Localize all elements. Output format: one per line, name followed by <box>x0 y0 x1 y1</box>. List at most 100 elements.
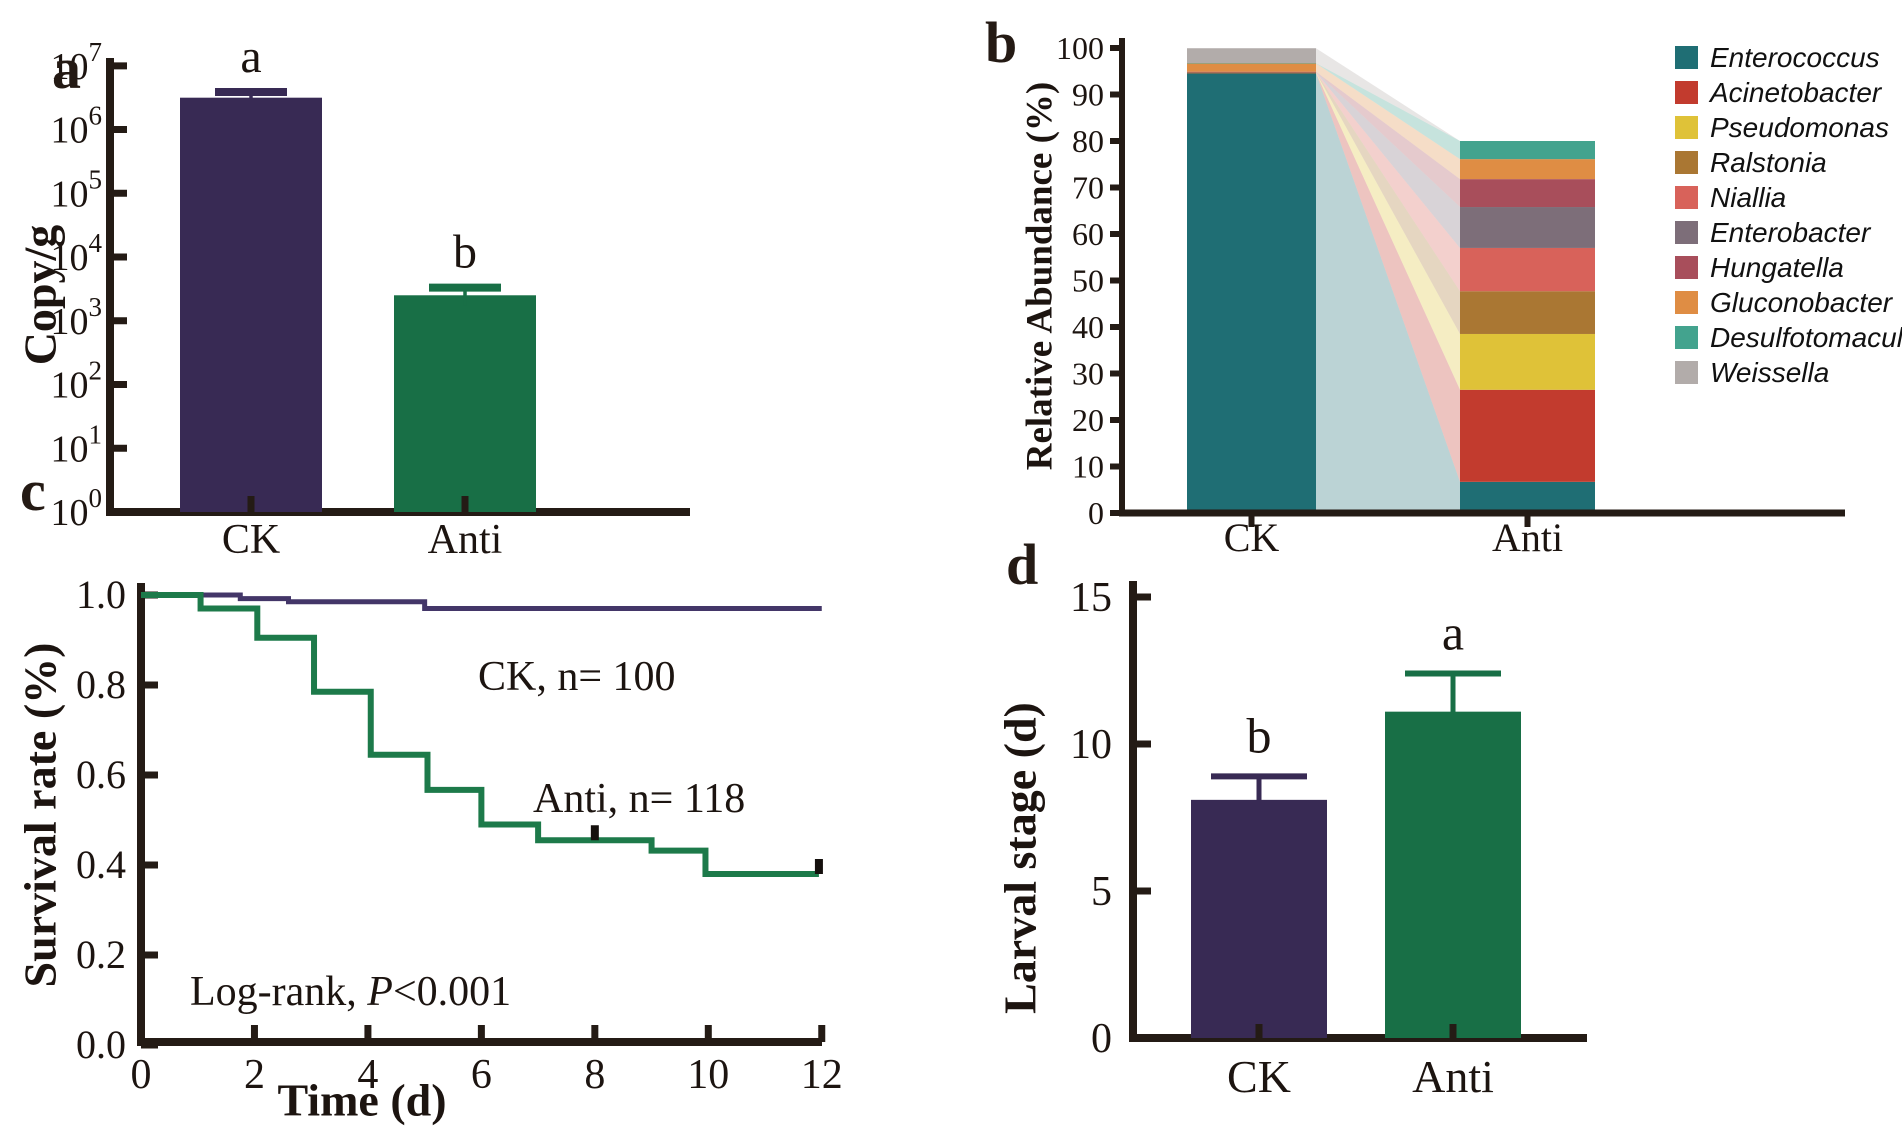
legend-label: Enterococcus <box>1710 41 1880 73</box>
hungatella-swatch-icon <box>1675 256 1698 279</box>
panel-d-bar-anti <box>1385 711 1521 1038</box>
panel-b-chart: 0 10 20 30 40 50 60 70 80 90 100 CK Anti <box>1056 30 1845 560</box>
anti-segment-acinetobacter <box>1460 389 1595 482</box>
legend-item-gluconobacter: Gluconobacter <box>1675 285 1902 320</box>
anti-segment-desulfotomaculum <box>1460 141 1595 160</box>
legend-item-pseudomonas: Pseudomonas <box>1675 110 1902 145</box>
panel-c-chart: 0.0 0.2 0.4 0.6 0.8 1.0 0 2 4 6 8 10 12 CK, n= 100 Ant… <box>76 572 843 1098</box>
panel-d-chart: 0 5 10 15 b CK a Anti <box>1070 575 1587 1102</box>
panel-c-ytick-label: 1.0 <box>76 572 126 617</box>
panel-b-ytick-label: 90 <box>1072 77 1104 113</box>
survival-curve-ck <box>141 592 822 611</box>
panel-a-y-axis-title: Copy/g <box>14 224 66 366</box>
panel-a-ytick-label: 102 <box>51 356 103 407</box>
panel-b-ytick-label: 70 <box>1072 170 1104 206</box>
ck-segment-weissella <box>1187 48 1316 64</box>
panel-c-ytick-label: 0.4 <box>76 842 126 887</box>
panel-d-category-label: CK <box>1227 1051 1291 1102</box>
panel-a-ytick-label: 106 <box>51 101 103 152</box>
panel-b-ytick-label: 20 <box>1072 402 1104 438</box>
panel-a-bar-ck <box>180 97 322 512</box>
panel-b-ytick-label: 30 <box>1072 356 1104 392</box>
enterobacter-swatch-icon <box>1675 221 1698 244</box>
ribbon-desulfotomaculum <box>1316 63 1460 160</box>
legend-item-desulfotomaculum: Desulfotomaculum <box>1675 320 1902 355</box>
anti-segment-niallia <box>1460 247 1595 292</box>
panel-c-xtick-label: 8 <box>584 1052 605 1098</box>
panel-b-ytick-label: 50 <box>1072 263 1104 299</box>
ck-segment-desulfotomaculum <box>1187 63 1316 64</box>
ribbon-hungatella <box>1316 71 1460 208</box>
panel-c-xtick-label: 12 <box>801 1052 843 1098</box>
ribbon-pseudomonas <box>1316 72 1460 390</box>
panel-c-xtick-label: 0 <box>131 1052 152 1098</box>
panel-a-ytick-label: 101 <box>51 419 103 470</box>
anti-segment-gluconobacter <box>1460 159 1595 180</box>
panel-a-ytick-label: 103 <box>51 292 103 343</box>
panel-b-y-axis-title: Relative Abundance (%) <box>1019 81 1061 471</box>
ribbon-weissella <box>1316 48 1460 141</box>
panel-c-ytick-label: 0.0 <box>76 1022 126 1067</box>
panel-a-category-label: CK <box>222 517 280 563</box>
panel-letter-d: d <box>1006 532 1039 597</box>
panel-c-x-axis-title: Time (d) <box>277 1074 447 1126</box>
panel-d-ytick-label: 10 <box>1070 722 1112 768</box>
panel-d-sig-letter: b <box>1247 707 1272 763</box>
panel-a-ytick-label: 100 <box>51 483 103 534</box>
panel-d-ytick-label: 5 <box>1091 869 1112 915</box>
ralstonia-swatch-icon <box>1675 151 1698 174</box>
legend-label: Ralstonia <box>1710 146 1827 178</box>
ribbon-ralstonia <box>1316 72 1460 334</box>
panel-d-bar-ck <box>1191 799 1327 1038</box>
panel-letter-a: a <box>52 36 81 101</box>
panel-c-xtick-label: 2 <box>244 1052 265 1098</box>
legend-label: Hungatella <box>1710 251 1844 283</box>
logrank-annotation: Log-rank, P<0.001 <box>190 969 511 1015</box>
panel-d-sig-letter: a <box>1442 604 1464 660</box>
legend-item-niallia: Niallia <box>1675 180 1902 215</box>
anti-segment-enterobacter <box>1460 207 1595 248</box>
panel-c-xtick-label: 4 <box>357 1052 378 1098</box>
legend-label: Acinetobacter <box>1710 76 1882 108</box>
acinetobacter-swatch-icon <box>1675 81 1698 104</box>
anti-segment-ralstonia <box>1460 291 1595 334</box>
panel-d-y-axis-title: Larval stage (d) <box>994 702 1046 1014</box>
legend-item-acinetobacter: Acinetobacter <box>1675 75 1902 110</box>
ck-segment-gluconobacter <box>1187 63 1316 72</box>
ribbon-acinetobacter <box>1316 72 1460 482</box>
panel-letter-b: b <box>985 10 1018 75</box>
weissella-swatch-icon <box>1675 361 1698 384</box>
panel-c-xtick-label: 10 <box>687 1052 729 1098</box>
panel-b-ytick-label: 40 <box>1072 309 1104 345</box>
panel-b-ytick-label: 60 <box>1072 216 1104 252</box>
anti-series-label: Anti, n= 118 <box>533 776 745 822</box>
legend-label: Weissella <box>1710 356 1830 388</box>
niallia-swatch-icon <box>1675 186 1698 209</box>
panel-d-category-label: Anti <box>1412 1051 1494 1102</box>
legend-item-hungatella: Hungatella <box>1675 250 1902 285</box>
legend-item-ralstonia: Ralstonia <box>1675 145 1902 180</box>
panel-c-xtick-label: 6 <box>471 1052 492 1098</box>
ck-series-label: CK, n= 100 <box>478 654 676 700</box>
anti-segment-pseudomonas <box>1460 333 1595 390</box>
legend-item-enterobacter: Enterobacter <box>1675 215 1902 250</box>
ck-segment-hungatella <box>1187 71 1316 73</box>
legend-label: Enterobacter <box>1710 216 1871 248</box>
panel-c-y-axis-title: Survival rate (%) <box>14 642 66 988</box>
ck-segment-enterococcus <box>1187 73 1316 514</box>
panel-a-ytick-label: 104 <box>51 228 103 279</box>
panel-d-ytick-label: 0 <box>1091 1016 1112 1062</box>
pseudomonas-swatch-icon <box>1675 116 1698 139</box>
panel-b-ytick-label: 0 <box>1088 495 1104 531</box>
ribbon-niallia <box>1316 72 1460 292</box>
panel-c-ytick-label: 0.8 <box>76 662 126 707</box>
panel-d-ytick-label: 15 <box>1070 575 1112 621</box>
legend: Enterococcus Acinetobacter Pseudomonas Rals… <box>1675 40 1902 390</box>
panel-a-ytick-label: 105 <box>51 164 103 215</box>
legend-label: Gluconobacter <box>1710 286 1893 318</box>
legend-label: Desulfotomaculum <box>1710 321 1902 353</box>
panel-letter-c: c <box>20 458 46 523</box>
